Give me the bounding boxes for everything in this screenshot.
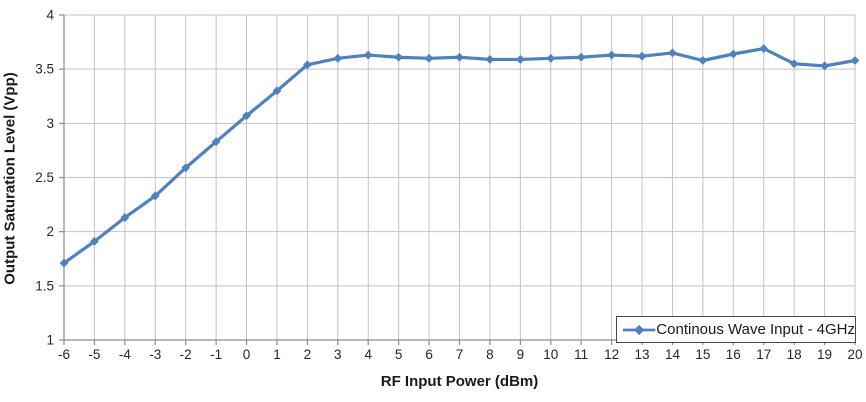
x-tick-label: 1 bbox=[273, 347, 281, 362]
x-tick-label: 20 bbox=[847, 347, 862, 362]
x-tick-label: 2 bbox=[304, 347, 312, 362]
data-point-marker bbox=[515, 55, 525, 64]
y-tick-label: 4 bbox=[46, 8, 54, 23]
x-tick-label: 16 bbox=[726, 347, 741, 362]
legend: Continous Wave Input - 4GHz bbox=[616, 316, 856, 343]
data-point-marker bbox=[485, 55, 495, 64]
x-tick-label: 4 bbox=[364, 347, 372, 362]
data-point-marker bbox=[576, 52, 586, 62]
data-point-marker bbox=[789, 59, 799, 69]
x-tick-label: -6 bbox=[58, 347, 70, 362]
x-tick-label: 17 bbox=[756, 347, 771, 362]
x-tick-label: 13 bbox=[635, 347, 650, 362]
data-point-marker bbox=[424, 53, 434, 63]
data-point-marker bbox=[90, 237, 99, 246]
legend-series-marker-icon bbox=[622, 324, 656, 335]
data-point-marker bbox=[820, 61, 829, 71]
y-tick-label: 2.5 bbox=[35, 170, 54, 185]
x-tick-label: 3 bbox=[334, 347, 342, 362]
x-tick-label: 6 bbox=[425, 347, 433, 362]
x-tick-label: -3 bbox=[149, 347, 161, 362]
data-point-marker bbox=[150, 191, 160, 201]
x-tick-label: -5 bbox=[88, 347, 100, 362]
data-point-marker bbox=[607, 50, 617, 60]
x-tick-label: 10 bbox=[543, 347, 558, 362]
data-point-marker bbox=[394, 52, 404, 62]
x-tick-label: 0 bbox=[243, 347, 251, 362]
legend-label: Continous Wave Input - 4GHz bbox=[656, 321, 855, 338]
y-tick-label: 2 bbox=[46, 224, 54, 239]
x-tick-label: 19 bbox=[817, 347, 832, 362]
data-point-marker bbox=[272, 86, 282, 96]
y-tick-label: 1 bbox=[46, 333, 54, 348]
data-point-marker bbox=[455, 52, 464, 62]
data-point-marker bbox=[120, 213, 130, 222]
y-tick-label: 1.5 bbox=[35, 278, 54, 293]
data-point-marker bbox=[302, 60, 312, 70]
data-point-marker bbox=[333, 53, 343, 63]
x-tick-label: 11 bbox=[574, 347, 588, 362]
data-point-marker bbox=[759, 44, 769, 53]
x-tick-label: 8 bbox=[486, 347, 494, 362]
x-tick-label: 9 bbox=[517, 347, 525, 362]
x-tick-label: -2 bbox=[180, 347, 192, 362]
data-point-marker bbox=[668, 48, 677, 58]
data-point-marker bbox=[363, 50, 373, 60]
y-tick-label: 3.5 bbox=[35, 62, 54, 77]
data-point-marker bbox=[211, 137, 221, 147]
data-point-marker bbox=[698, 56, 708, 65]
x-tick-label: 12 bbox=[604, 347, 619, 362]
y-tick-label: 3 bbox=[46, 116, 54, 131]
x-axis-title: RF Input Power (dBm) bbox=[380, 373, 539, 390]
x-tick-label: -1 bbox=[210, 347, 222, 362]
x-tick-label: 7 bbox=[456, 347, 464, 362]
data-point-marker bbox=[728, 49, 738, 59]
data-point-marker bbox=[59, 258, 69, 268]
x-tick-label: 18 bbox=[787, 347, 802, 362]
y-axis-title: Output Saturation Level (Vpp) bbox=[1, 72, 19, 285]
data-point-marker bbox=[850, 56, 860, 65]
x-tick-label: 5 bbox=[395, 347, 403, 362]
data-point-marker bbox=[181, 163, 191, 173]
data-point-marker bbox=[242, 111, 251, 121]
data-point-marker bbox=[546, 53, 556, 63]
x-tick-label: -4 bbox=[119, 347, 131, 362]
x-tick-label: 15 bbox=[695, 347, 710, 362]
x-tick-label: 14 bbox=[665, 347, 681, 362]
data-point-marker bbox=[637, 51, 647, 61]
